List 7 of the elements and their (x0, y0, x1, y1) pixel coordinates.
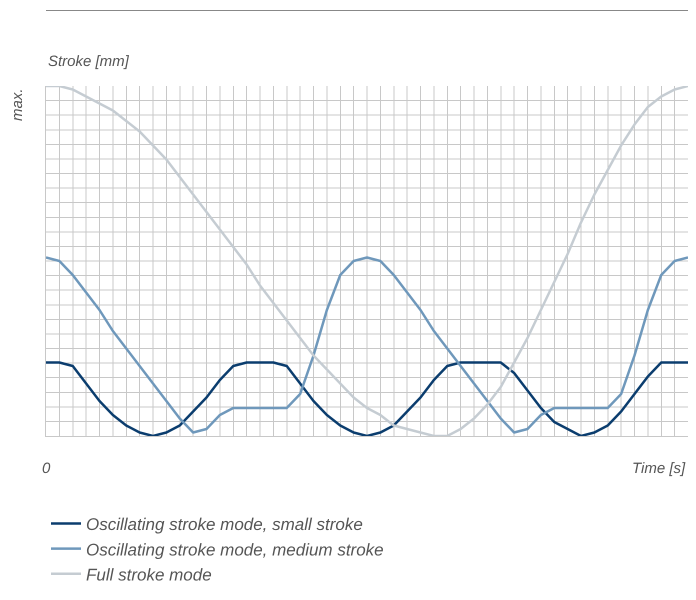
x-axis-title: Time [s] (632, 460, 686, 477)
text: 0 (42, 460, 51, 477)
legend-label: Full stroke mode (86, 565, 212, 584)
text: max. (9, 88, 26, 121)
legend-label: Oscillating stroke mode, small stroke (86, 515, 363, 534)
legend-label: Oscillating stroke mode, medium stroke (86, 540, 384, 560)
y-axis-title: Stroke [mm] (48, 53, 130, 70)
